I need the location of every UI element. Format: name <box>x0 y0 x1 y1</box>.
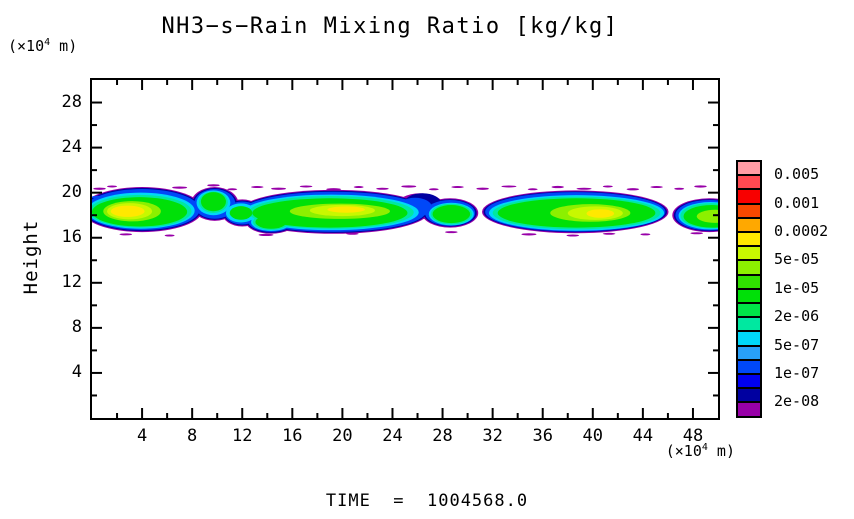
contour-region-purple-2e-08 <box>476 187 489 190</box>
contour-region-purple-2e-08 <box>501 185 517 188</box>
contour-region-purple-2e-08 <box>107 185 118 188</box>
contour-region-yellow-2e-04 <box>327 206 365 213</box>
colorbar-label-5e-07: 5e-07 <box>774 335 820 354</box>
time-caption: TIME = 1004568.0 <box>325 491 529 511</box>
contour-region-purple-2e-08 <box>602 232 616 235</box>
y-tick-label-4: 4 <box>71 361 82 382</box>
contour-region-purple-2e-08 <box>227 188 238 191</box>
contour-region-purple-2e-08 <box>566 234 580 237</box>
x-tick-label-20: 20 <box>332 426 353 446</box>
contour-region-purple-2e-08 <box>401 185 417 188</box>
contour-region-purple-2e-08 <box>674 187 685 190</box>
contour-region-purple-2e-08 <box>299 185 313 188</box>
contour-plot-svg <box>92 80 718 418</box>
contour-region-green-1e-05 <box>432 205 471 224</box>
x-tick-label-8: 8 <box>187 426 198 446</box>
colorbar-cell-17 <box>736 401 762 418</box>
colorbar-label-5e-05: 5e-05 <box>774 250 820 269</box>
y-tick-label-16: 16 <box>61 226 82 247</box>
contour-region-blue-2e-07 <box>92 195 104 199</box>
contour-region-purple-2e-08 <box>326 188 342 191</box>
contour-region-purple-2e-08 <box>576 187 592 190</box>
contour-region-green-1e-05 <box>200 192 226 212</box>
chart-title: NH3−s−Rain Mixing Ratio [kg/kg] <box>161 14 619 39</box>
x-tick-label-48: 48 <box>682 426 704 446</box>
contour-region-purple-2e-08 <box>119 233 133 236</box>
x-tick-label-12: 12 <box>231 426 253 446</box>
y-tick-label-12: 12 <box>61 271 82 292</box>
colorbar-label-2e-08: 2e-08 <box>774 392 820 411</box>
colorbar-label-1e-05: 1e-05 <box>774 278 820 297</box>
x-tick-label-40: 40 <box>582 426 604 446</box>
contour-region-purple-2e-08 <box>602 185 613 188</box>
contour-region-purple-2e-08 <box>445 231 458 234</box>
contour-region-purple-2e-08 <box>527 188 538 191</box>
colorbar-label-0.001: 0.001 <box>774 193 820 212</box>
contour-region-green-1e-05 <box>229 206 253 220</box>
y-tick-label-24: 24 <box>61 136 82 157</box>
contour-region-purple-2e-08 <box>207 184 220 187</box>
y-axis-title: Height <box>20 219 42 295</box>
x-tick-label-24: 24 <box>382 426 403 446</box>
contour-region-purple-2e-08 <box>451 186 464 189</box>
contour-region-purple-2e-08 <box>690 232 703 235</box>
x-axis-unit-label: (×104 m) <box>665 442 735 460</box>
contour-region-purple-2e-08 <box>346 232 359 235</box>
contour-region-purple-2e-08 <box>551 185 565 189</box>
x-tick-label-28: 28 <box>432 426 453 446</box>
colorbar-label-0.005: 0.005 <box>774 165 820 184</box>
contour-region-purple-2e-08 <box>258 233 274 237</box>
contour-region-yellow-2e-04 <box>586 209 615 218</box>
contour-region-purple-2e-08 <box>626 188 640 191</box>
contour-region-purple-2e-08 <box>164 234 175 237</box>
y-tick-label-8: 8 <box>71 316 82 337</box>
y-axis-unit-label: (×104 m) <box>8 37 78 55</box>
contour-region-purple-2e-08 <box>353 186 364 189</box>
plot-frame <box>90 78 720 420</box>
contour-region-yellow-2e-04 <box>110 205 145 217</box>
contour-region-purple-2e-08 <box>376 187 389 190</box>
contour-region-purple-2e-08 <box>650 186 663 189</box>
x-tick-label-4: 4 <box>136 426 148 446</box>
colorbar-label-0.0002: 0.0002 <box>774 222 829 240</box>
x-tick-label-36: 36 <box>532 426 553 446</box>
contour-region-purple-2e-08 <box>694 185 707 188</box>
x-tick-label-44: 44 <box>632 426 654 446</box>
contour-region-purple-2e-08 <box>172 186 188 189</box>
contour-region-chartreuse-5e-05 <box>696 209 718 223</box>
colorbar-label-1e-07: 1e-07 <box>774 364 820 382</box>
y-tick-label-20: 20 <box>61 181 82 202</box>
x-tick-label-16: 16 <box>282 426 303 446</box>
contour-region-purple-2e-08 <box>640 233 651 236</box>
contour-region-purple-2e-08 <box>521 233 537 236</box>
contour-region-purple-2e-08 <box>251 186 264 189</box>
contour-region-purple-2e-08 <box>93 187 106 190</box>
x-tick-label-32: 32 <box>482 426 503 446</box>
contour-region-purple-2e-08 <box>271 187 287 190</box>
y-tick-label-28: 28 <box>61 91 82 112</box>
contour-region-purple-2e-08 <box>428 188 439 191</box>
colorbar-label-2e-06: 2e-06 <box>774 307 820 326</box>
